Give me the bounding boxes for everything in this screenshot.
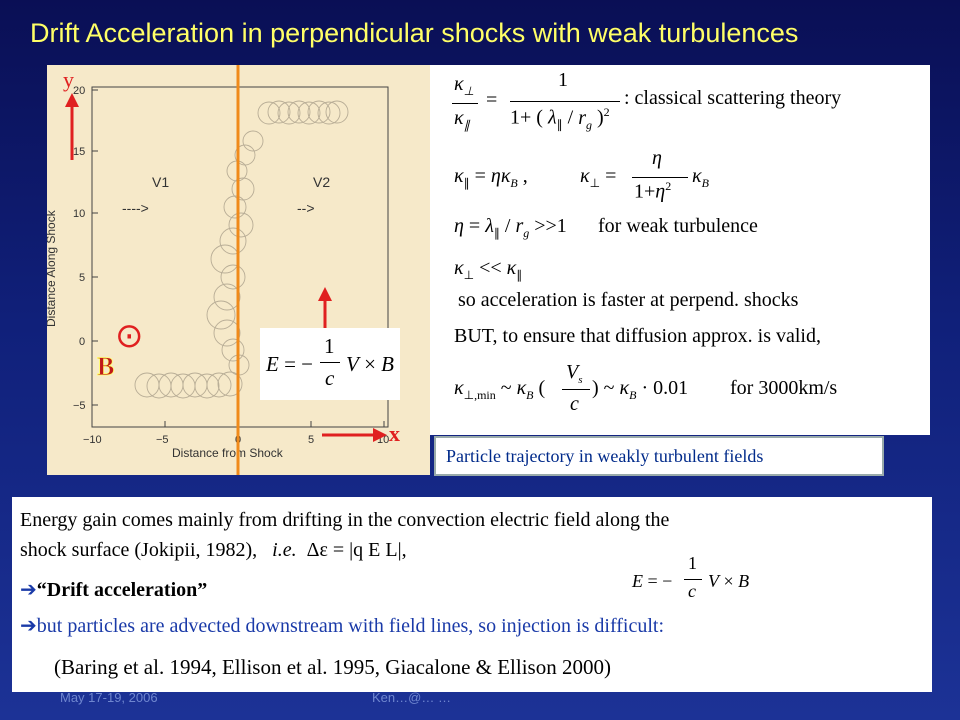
figure-caption: Particle trajectory in weakly turbulent … xyxy=(434,436,884,476)
y-arrowhead xyxy=(65,93,79,107)
explanation-box: Energy gain comes mainly from drifting i… xyxy=(12,497,932,692)
kappa-min-factor: 0.01 xyxy=(653,377,689,399)
b-label: B xyxy=(97,352,114,381)
x-arrow-label: x xyxy=(389,421,400,446)
arrow-bullet-icon: ➔ xyxy=(20,577,37,601)
particle-trajectory xyxy=(134,100,349,399)
x-tick-label: 5 xyxy=(308,434,314,446)
equation-panel: κ⊥ κ∥ = 1 1+ ( λ∥ / rg )2 : classical sc… xyxy=(430,65,930,435)
v2-arrow-text: --> xyxy=(297,200,315,216)
text-line-2: shock surface (Jokipii, 1982), i.e. Δε =… xyxy=(20,539,407,561)
footer-date: May 17-19, 2006 xyxy=(60,690,158,705)
text-line-3: ➔“Drift acceleration” xyxy=(20,577,208,601)
eq3-comment: for weak turbulence xyxy=(598,215,758,237)
kappa-inequality: κ⊥ << κ∥ xyxy=(454,257,523,282)
v1-label: V1 xyxy=(152,174,169,190)
y-tick-label: 10 xyxy=(73,208,85,220)
e-field-equation-box: E = − 1 c V × B xyxy=(260,328,400,400)
y-tick-label: 20 xyxy=(73,85,85,97)
y-tick-label: 5 xyxy=(79,272,85,284)
e-field-equation: E = − xyxy=(266,352,314,376)
x-tick-label: −10 xyxy=(83,434,102,446)
x-axis-label: Distance from Shock xyxy=(172,446,284,460)
eq6-text: BUT, to ensure that diffusion approx. is… xyxy=(454,325,821,347)
slide-title: Drift Acceleration in perpendicular shoc… xyxy=(30,18,799,48)
plot-frame xyxy=(91,86,389,428)
eta-definition: η = λ∥ / rg >>1 xyxy=(454,215,567,240)
v1-arrow-text: ----> xyxy=(122,200,149,216)
y-tick-label: 15 xyxy=(73,146,85,158)
text-line-4: ➔but particles are advected downstream w… xyxy=(20,613,665,637)
text-line-5: (Baring et al. 1994, Ellison et al. 1995… xyxy=(54,655,611,679)
eq7-comment: for 3000km/s xyxy=(730,377,838,399)
trajectory-plot: −10 −5 0 5 10 20 15 10 5 0 −5 Distance f… xyxy=(44,65,430,475)
b-out-of-page-icon: ⊙ xyxy=(115,316,144,356)
trajectory-svg: −10 −5 0 5 10 20 15 10 5 0 −5 Distance f… xyxy=(44,65,400,475)
eq1-comment: : classical scattering theory xyxy=(624,87,842,109)
kappa-min-relation: κ⊥,min ~ κB ( xyxy=(454,377,546,402)
kappa-perp: κ⊥ xyxy=(454,73,475,98)
y-tick-label: 0 xyxy=(79,336,85,348)
y-axis-label: Distance Along Shock xyxy=(47,209,58,327)
arrow-bullet-icon: ➔ xyxy=(20,613,37,637)
e-field-arrowhead xyxy=(318,287,332,301)
kappa-parallel-relation: κ∥ = ηκB , xyxy=(454,165,528,190)
text-line-1: Energy gain comes mainly from drifting i… xyxy=(20,509,670,531)
y-tick-label: −5 xyxy=(73,400,86,412)
y-arrow-label: y xyxy=(63,67,74,92)
axis-ticks xyxy=(91,89,385,427)
inline-e-equation: E = − 1 c V × B xyxy=(632,553,750,601)
x-arrowhead xyxy=(373,428,387,442)
footer-author: Ken…@… … xyxy=(372,690,451,705)
x-tick-label: −5 xyxy=(156,434,169,446)
eq5-text: so acceleration is faster at perpend. sh… xyxy=(458,289,799,311)
v2-label: V2 xyxy=(313,174,330,190)
